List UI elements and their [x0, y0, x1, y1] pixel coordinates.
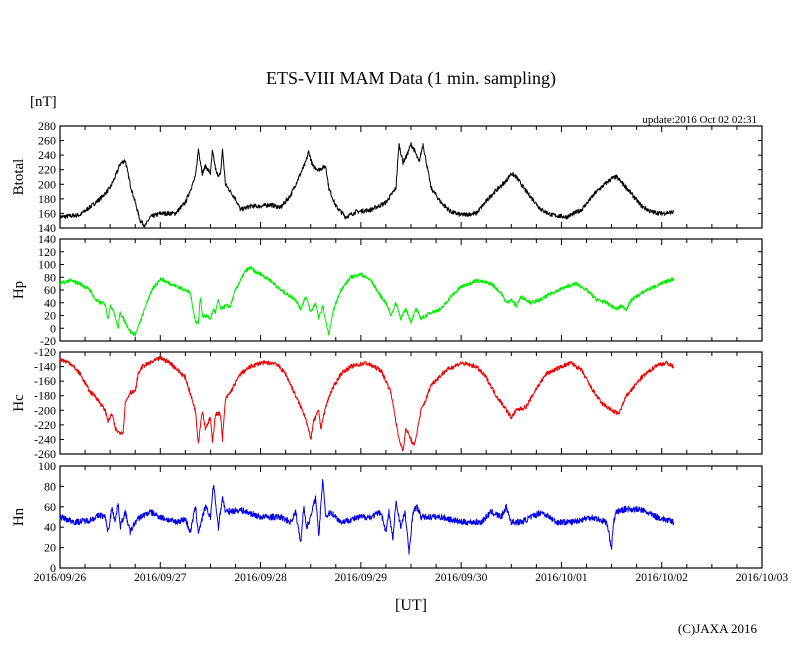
- y-tick-label: 40: [44, 520, 56, 534]
- unit-label: [nT]: [30, 94, 57, 110]
- x-tick-label: 2016/10/03: [736, 572, 789, 584]
- y-tick-label: 280: [38, 119, 56, 133]
- panel-label: Btotal: [11, 159, 27, 196]
- y-tick-label: 220: [38, 163, 56, 177]
- x-tick-label: 2016/09/26: [34, 572, 87, 584]
- y-tick-label: 100: [38, 459, 56, 473]
- panel-hc: -260-240-220-200-180-160-140-120 Hc: [11, 345, 763, 461]
- y-tick-label: -20: [40, 334, 56, 348]
- y-tick-label: 260: [38, 134, 56, 148]
- copyright: (C)JAXA 2016: [678, 621, 758, 636]
- update-text: update:2016 Oct 02 02:31: [642, 114, 757, 126]
- y-tick-label: -160: [34, 374, 56, 388]
- y-tick-label: -120: [34, 345, 56, 359]
- y-tick-label: 80: [44, 479, 56, 493]
- y-tick-label: -240: [34, 432, 56, 446]
- panel-label: Hc: [11, 394, 27, 412]
- series-btotal: [59, 142, 674, 228]
- y-tick-label: 100: [38, 258, 56, 272]
- y-tick-label: -220: [34, 418, 56, 432]
- y-tick-label: 80: [44, 270, 56, 284]
- x-tick-label: 2016/10/01: [535, 572, 588, 584]
- x-tick-label: 2016/09/28: [234, 572, 287, 584]
- x-tick-label: 2016/09/27: [134, 572, 187, 584]
- x-tick-label: 2016/10/02: [636, 572, 689, 584]
- panel-frame: [59, 238, 763, 342]
- y-tick-label: 20: [44, 309, 56, 323]
- x-tick-label: 2016/09/29: [335, 572, 388, 584]
- y-tick-label: 60: [44, 500, 56, 514]
- y-tick-label: 140: [38, 221, 56, 235]
- panel-label: Hp: [11, 281, 27, 299]
- y-tick-label: 200: [38, 177, 56, 191]
- x-axis-label: [UT]: [395, 597, 427, 614]
- series-hp: [59, 266, 675, 337]
- panel-hn: 0 20 40 60 80 100 Hn: [11, 459, 763, 575]
- y-tick-label: 60: [44, 283, 56, 297]
- y-tick-label: 40: [44, 296, 56, 310]
- y-tick-label: -180: [34, 389, 56, 403]
- y-tick-label: -200: [34, 403, 56, 417]
- x-tick-label: 2016/09/30: [435, 572, 488, 584]
- y-tick-label: 120: [38, 245, 56, 259]
- y-tick-label: 0: [50, 561, 56, 575]
- series-hc: [59, 355, 675, 452]
- y-tick-label: 240: [38, 148, 56, 162]
- panel-label: Hn: [11, 507, 27, 526]
- y-tick-label: 20: [44, 541, 56, 555]
- y-tick-label: 160: [38, 206, 56, 220]
- y-tick-label: 0: [50, 321, 56, 335]
- chart-title: ETS-VIII MAM Data (1 min. sampling): [266, 68, 556, 89]
- y-tick-label: 180: [38, 192, 56, 206]
- y-tick-label: -140: [34, 360, 56, 374]
- y-tick-label: 140: [38, 232, 56, 246]
- y-tick-label: -260: [34, 447, 56, 461]
- series-hn: [59, 479, 675, 555]
